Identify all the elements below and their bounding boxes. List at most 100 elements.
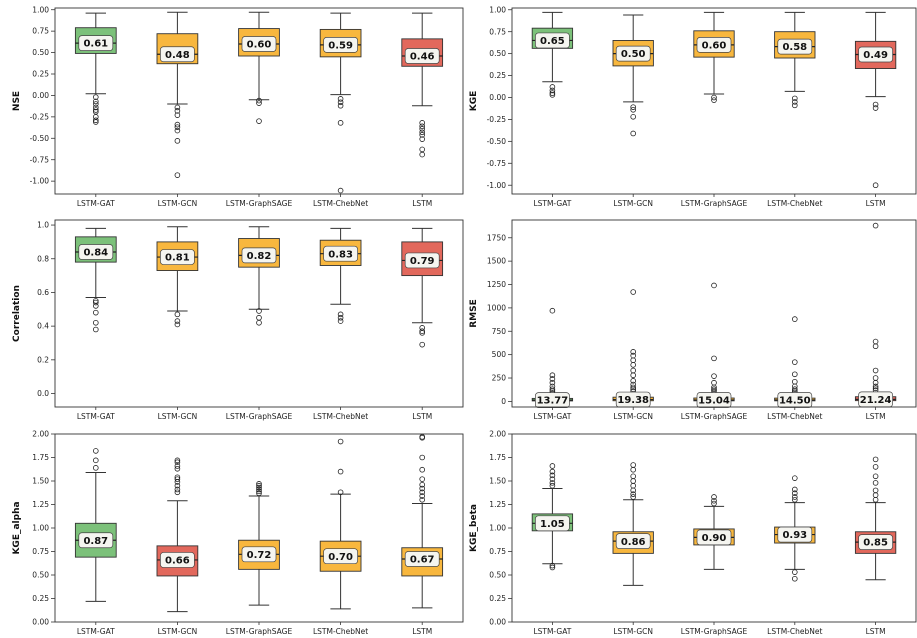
outlier-point bbox=[93, 101, 99, 107]
outlier-point bbox=[93, 104, 99, 111]
outlier-point bbox=[337, 438, 344, 445]
median-label-box bbox=[535, 515, 570, 532]
outlier-point bbox=[549, 379, 556, 386]
median-label: 0.84 bbox=[83, 248, 108, 259]
median-label: 0.50 bbox=[621, 49, 646, 60]
x-tick-label: LSTM-GraphSAGE bbox=[681, 627, 748, 636]
median-label-box bbox=[777, 526, 813, 543]
y-tick-label: 1.25 bbox=[489, 500, 506, 509]
outlier-point bbox=[630, 494, 636, 500]
y-tick-label: -1.00 bbox=[487, 181, 507, 190]
median-label: 0.61 bbox=[83, 39, 108, 50]
outlier-point bbox=[872, 473, 879, 480]
panel-kge-beta: 0.00 0.25 0.50 0.75 1.00 1.25 1.50 1.75 2.00 KGE_… bbox=[469, 430, 917, 636]
outlier-point bbox=[93, 117, 99, 124]
outlier-point bbox=[791, 316, 798, 322]
outlier-point bbox=[711, 494, 717, 500]
median-label: 0.81 bbox=[165, 253, 190, 264]
outlier-point bbox=[630, 478, 636, 484]
y-tick-label: 1.75 bbox=[32, 453, 49, 462]
x-tick-label: LSTM-GAT bbox=[533, 627, 571, 636]
y-tick-label: 0.00 bbox=[489, 618, 506, 627]
outlier-point bbox=[174, 486, 181, 493]
median-label-box bbox=[241, 36, 277, 52]
y-tick-label: 0.75 bbox=[489, 27, 506, 36]
y-tick-label: -0.50 bbox=[30, 134, 50, 143]
box-lstm-graphsage: 0.90 bbox=[693, 494, 735, 570]
outlier-point bbox=[93, 448, 99, 454]
y-tick-label: 0.50 bbox=[32, 48, 49, 57]
outlier-point bbox=[630, 466, 636, 473]
panel-correlation: 0.0 0.2 0.4 0.6 0.8 1.0 Correlation 0.84 LSTM-GA… bbox=[12, 219, 464, 421]
y-tick-label: 0.25 bbox=[32, 70, 49, 79]
y-tick-label: 0.75 bbox=[489, 547, 506, 556]
outlier-point bbox=[711, 373, 717, 379]
outlier-point bbox=[549, 87, 556, 94]
median-label-box bbox=[78, 532, 114, 549]
outlier-point bbox=[256, 488, 262, 495]
outlier-point bbox=[419, 123, 426, 130]
outlier-point bbox=[549, 468, 556, 475]
box-lstm-chebnet: 0.59 bbox=[319, 12, 362, 194]
y-axis-label: KGE bbox=[469, 91, 479, 112]
y-tick-label: 0.8 bbox=[37, 254, 49, 263]
median-label: 13.77 bbox=[537, 396, 569, 407]
outlier-point bbox=[93, 303, 99, 309]
outlier-point bbox=[791, 383, 798, 390]
median-label-box bbox=[535, 32, 570, 49]
outlier-point bbox=[174, 459, 181, 466]
box-lstm-chebnet: 0.83 bbox=[319, 227, 362, 324]
box-lstm-gcn: 19.38 bbox=[612, 289, 654, 408]
median-label-box bbox=[241, 247, 277, 264]
outlier-point bbox=[791, 359, 798, 365]
y-tick-label: 250 bbox=[492, 374, 507, 383]
outlier-point bbox=[549, 307, 556, 314]
outlier-point bbox=[630, 367, 636, 374]
outlier-point bbox=[419, 136, 426, 142]
y-tick-label: -0.75 bbox=[30, 155, 50, 164]
y-tick-label: 0.25 bbox=[32, 594, 49, 603]
box-lstm-gcn: 0.81 bbox=[156, 226, 199, 328]
outlier-point bbox=[174, 108, 181, 114]
outlier-point bbox=[337, 318, 344, 324]
outlier-point bbox=[791, 102, 798, 109]
median-label: 0.66 bbox=[165, 556, 190, 567]
y-tick-label: 1.00 bbox=[32, 524, 49, 533]
box-lstm-chebnet: 0.70 bbox=[319, 438, 362, 610]
outlier-point bbox=[93, 107, 99, 113]
y-tick-label: 2.00 bbox=[489, 430, 506, 439]
box-lstm: 0.46 bbox=[401, 12, 444, 158]
outlier-point bbox=[791, 490, 798, 497]
median-label: 0.60 bbox=[702, 40, 727, 51]
outlier-point bbox=[93, 299, 99, 306]
y-tick-label: 1.00 bbox=[32, 5, 49, 14]
outlier-point bbox=[174, 104, 181, 111]
outlier-point bbox=[174, 465, 181, 472]
outlier-point bbox=[174, 311, 181, 318]
box-lstm-graphsage: 15.04 bbox=[693, 282, 735, 408]
median-label: 0.90 bbox=[702, 533, 727, 544]
outlier-point bbox=[256, 308, 262, 314]
axes-frame bbox=[511, 7, 917, 195]
outlier-point bbox=[419, 120, 426, 126]
outlier-point bbox=[872, 496, 879, 503]
box-lstm-gat: 0.87 bbox=[74, 448, 117, 602]
y-tick-label: 0.75 bbox=[32, 547, 49, 556]
box-lstm-gat: 0.61 bbox=[74, 12, 117, 125]
y-tick-label: 0.50 bbox=[489, 49, 506, 58]
box-lstm-gcn: 0.66 bbox=[156, 457, 199, 613]
box-lstm: 0.79 bbox=[401, 227, 444, 348]
panels: -1.00-0.75-0.50-0.250.000.250.500.751.00… bbox=[12, 5, 917, 636]
box-lstm-gat: 0.84 bbox=[74, 227, 117, 333]
box-lstm-gcn: 0.86 bbox=[612, 462, 654, 586]
box-lstm-chebnet: 0.93 bbox=[774, 475, 816, 582]
x-tick-label: LSTM-GCN bbox=[158, 412, 198, 421]
outlier-point bbox=[630, 352, 636, 359]
outlier-point bbox=[630, 357, 636, 364]
axes-frame bbox=[511, 433, 917, 623]
box-lstm: 0.85 bbox=[854, 456, 897, 581]
outlier-point bbox=[419, 476, 426, 482]
outlier-point bbox=[872, 101, 879, 108]
box-lstm-graphsage: 0.72 bbox=[238, 481, 280, 606]
y-tick-label: -0.50 bbox=[487, 137, 507, 146]
